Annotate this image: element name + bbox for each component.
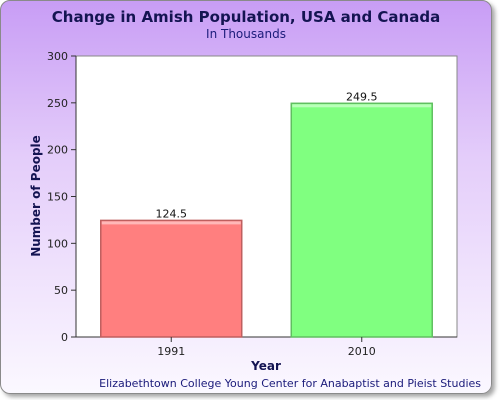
chart-title: Change in Amish Population, USA and Cana… bbox=[52, 8, 440, 26]
y-tick-label: 200 bbox=[47, 144, 68, 157]
y-axis-ticks: 0 50 100 150 200 250 300 bbox=[47, 50, 76, 344]
bar-data-label: 124.5 bbox=[156, 207, 188, 220]
chart-subtitle: In Thousands bbox=[206, 27, 286, 41]
y-tick-label: 250 bbox=[47, 97, 68, 110]
x-tick-label: 1991 bbox=[157, 345, 185, 358]
bar-2010 bbox=[290, 102, 433, 338]
bar-1991 bbox=[100, 219, 243, 338]
y-tick-label: 300 bbox=[47, 50, 68, 63]
y-tick-label: 150 bbox=[47, 191, 68, 204]
x-tick-label: 2010 bbox=[348, 345, 376, 358]
bar-data-label: 249.5 bbox=[346, 90, 378, 103]
bar-highlight bbox=[101, 221, 241, 225]
x-axis-ticks: 1991 2010 bbox=[157, 337, 376, 358]
bar-series: 124.5 249.5 bbox=[100, 90, 433, 338]
bar-highlight bbox=[292, 104, 432, 108]
y-tick-label: 0 bbox=[61, 331, 68, 344]
source-credit: Elizabethtown College Young Center for A… bbox=[99, 377, 481, 390]
x-axis-label: Year bbox=[250, 359, 281, 373]
y-tick-label: 100 bbox=[47, 237, 68, 250]
y-tick-label: 50 bbox=[54, 284, 68, 297]
y-axis-label: Number of People bbox=[29, 135, 43, 257]
